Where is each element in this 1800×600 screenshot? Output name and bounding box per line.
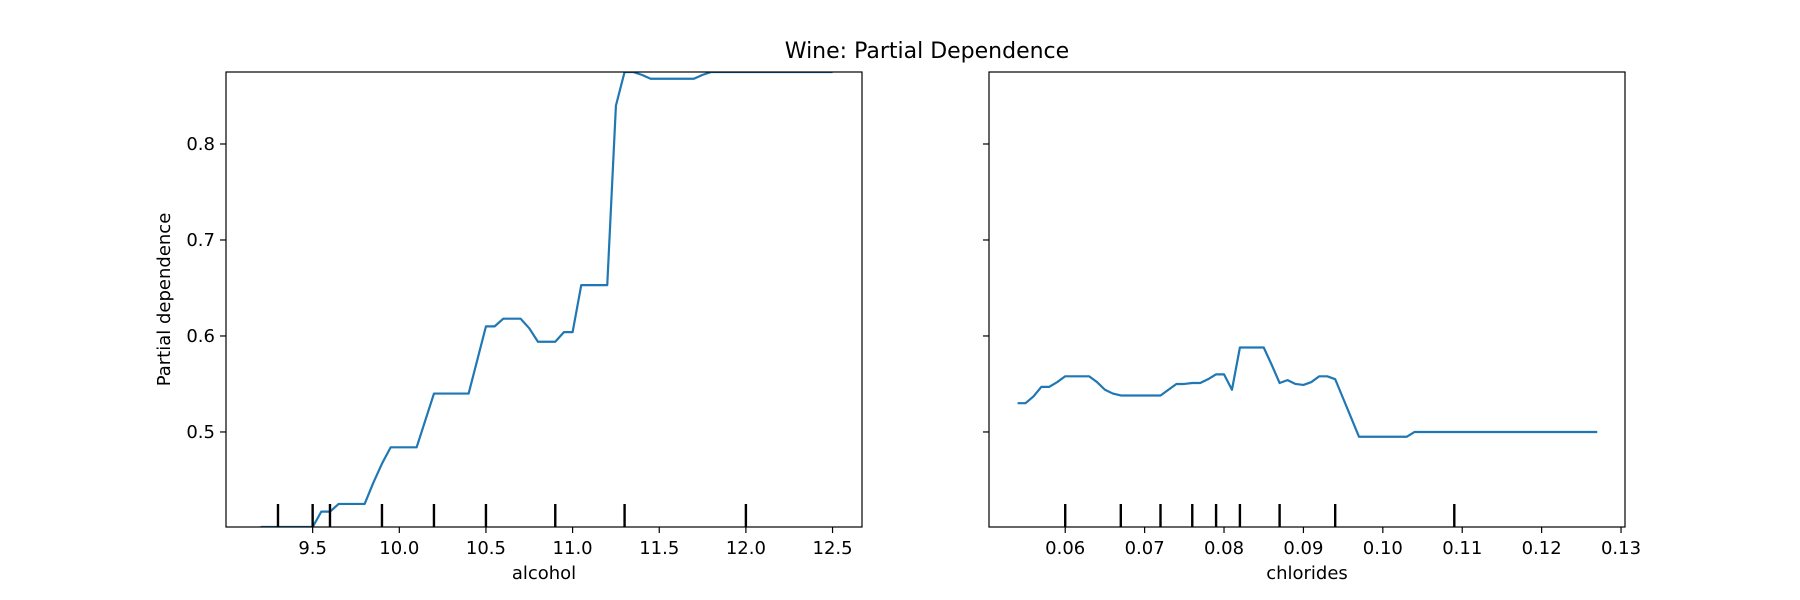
alcohol-y-tick-label-1: 0.6	[186, 326, 215, 347]
alcohol-x-tick-label-6: 12.5	[813, 538, 853, 559]
chlorides-panel: 0.06 0.07 0.08 0.09 0.10 0.11 0.12 0.13 chlorid…	[983, 71, 1641, 584]
chlorides-x-tick-label-3: 0.09	[1283, 538, 1323, 559]
chlorides-x-tick-label-0: 0.06	[1045, 538, 1085, 559]
alcohol-x-tick-label-4: 11.5	[639, 538, 679, 559]
chlorides-plot-area: 0.06 0.07 0.08 0.09 0.10 0.11 0.12 0.13	[983, 71, 1641, 559]
alcohol-x-tick-label-2: 10.5	[466, 538, 506, 559]
alcohol-y-tick-label-0: 0.5	[186, 422, 215, 443]
chlorides-x-tick-label-6: 0.12	[1522, 538, 1562, 559]
chlorides-x-tick-label-4: 0.10	[1363, 538, 1403, 559]
alcohol-plot-area: 9.5 10.0 10.5 11.0 11.5 12.0 12.5 0.5 0.6 0.7 0.8	[186, 71, 863, 559]
alcohol-y-tick-label-3: 0.8	[186, 134, 215, 155]
alcohol-series-line	[260, 72, 833, 527]
alcohol-x-tick-label-3: 11.0	[553, 538, 593, 559]
chlorides-x-tick-label-7: 0.13	[1601, 538, 1641, 559]
alcohol-y-axis-label: Partial dependence	[154, 213, 175, 387]
alcohol-x-tick-label-0: 9.5	[298, 538, 327, 559]
chlorides-series-line	[1017, 346, 1598, 438]
alcohol-y-tick-label-2: 0.7	[186, 230, 215, 251]
chlorides-x-tick-label-5: 0.11	[1442, 538, 1482, 559]
chlorides-x-tick-label-2: 0.08	[1204, 538, 1244, 559]
chlorides-axes-frame	[988, 71, 1626, 528]
alcohol-panel: 9.5 10.0 10.5 11.0 11.5 12.0 12.50.50.60.70.8 …	[154, 71, 863, 584]
figure-title: Wine: Partial Dependence	[785, 39, 1069, 64]
chlorides-x-axis-label: chlorides	[1266, 563, 1348, 584]
alcohol-x-axis-label: alcohol	[512, 563, 576, 584]
alcohol-axes-frame	[225, 71, 863, 528]
alcohol-x-tick-label-5: 12.0	[726, 538, 766, 559]
chlorides-x-tick-label-1: 0.07	[1125, 538, 1165, 559]
alcohol-x-tick-label-1: 10.0	[379, 538, 419, 559]
